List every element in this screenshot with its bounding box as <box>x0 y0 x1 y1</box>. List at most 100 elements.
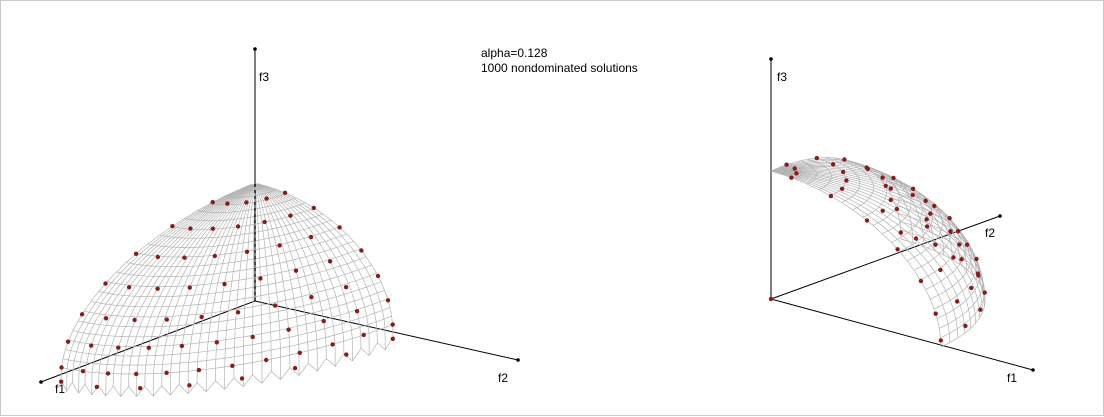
right-f1-label: f1 <box>1007 371 1017 385</box>
left-solution-point <box>235 310 241 315</box>
left-solution-point <box>155 254 161 260</box>
right-mesh-parallel <box>875 173 943 262</box>
left-solution-point <box>385 298 391 303</box>
left-solution-point <box>309 294 314 300</box>
left-solution-point <box>308 234 314 240</box>
left-mesh-meridian <box>256 183 353 362</box>
left-solution-point <box>288 213 293 218</box>
left-f1-label: f1 <box>55 382 65 396</box>
right-solution-point <box>938 338 943 343</box>
right-solution-point <box>895 247 900 252</box>
right-mesh-parallel <box>789 163 802 180</box>
right-mesh-parallel <box>900 238 986 348</box>
left-solution-point <box>196 367 202 373</box>
left-mesh-parallel <box>126 233 347 268</box>
left-solution-point <box>235 224 241 229</box>
left-mesh-parallel <box>197 197 297 213</box>
left-mesh-parallel <box>72 289 385 338</box>
left-solution-point <box>179 343 185 349</box>
right-solution-point <box>948 229 953 234</box>
right-solution-point <box>830 162 836 167</box>
left-solution-point <box>105 371 111 376</box>
right-solution-point <box>928 211 933 216</box>
right-mesh-parallel <box>807 158 832 191</box>
left-solution-point <box>210 226 215 231</box>
right-mesh-meridian <box>770 170 972 329</box>
left-mesh-parallel <box>61 324 393 375</box>
right-solution-point <box>841 169 846 175</box>
right-solution-point <box>976 273 981 278</box>
right-solution-point <box>880 208 885 213</box>
left-f3-axis-tip <box>253 47 257 51</box>
left-solution-point <box>187 285 192 290</box>
left-solution-point <box>170 224 175 229</box>
left-solution-point <box>258 276 263 281</box>
left-mesh-parallel <box>147 219 332 248</box>
left-solution-point <box>188 226 193 231</box>
left-solution-point <box>222 281 227 287</box>
right-solution-point <box>969 285 974 291</box>
right-solution-point <box>978 307 983 312</box>
left-solution-point <box>212 253 217 259</box>
right-solution-point <box>947 216 952 221</box>
left-solution-point <box>138 386 143 391</box>
left-solution-point <box>262 219 267 225</box>
left-solution-point <box>293 268 299 273</box>
left-solution-point <box>282 190 288 195</box>
left-mesh-parallel <box>78 281 381 328</box>
left-mesh-parallel <box>84 272 377 318</box>
right-f1-axis <box>770 298 1034 371</box>
left-solution-point <box>327 259 333 264</box>
left-solution-point <box>330 342 335 347</box>
right-solution-point <box>894 206 900 212</box>
right-mesh-parallel <box>824 157 861 203</box>
left-solution-point <box>264 196 269 201</box>
left-mesh-meridian <box>170 184 254 396</box>
left-solution-point <box>164 317 169 322</box>
right-solution-point <box>883 183 888 188</box>
left-solution-point <box>79 312 85 317</box>
left-solution-point <box>230 363 235 368</box>
left-solution-point <box>80 369 86 374</box>
left-mesh-meridian <box>78 184 252 394</box>
right-solution-point <box>865 166 870 172</box>
left-f2-axis-tip <box>516 358 520 362</box>
left-solution-point <box>354 309 360 314</box>
right-mesh-parallel <box>869 169 934 252</box>
left-solution-point <box>65 339 71 344</box>
right-solution-point <box>913 236 919 241</box>
left-view: f1 f2 f3 <box>39 47 520 398</box>
left-solution-points <box>59 190 395 391</box>
right-mesh-meridian <box>770 167 967 270</box>
right-f1-axis-tip <box>1031 368 1035 372</box>
left-solution-point <box>132 317 137 323</box>
left-solution-point <box>94 384 100 390</box>
left-solution-point <box>264 357 269 363</box>
left-mesh-meridian <box>98 184 253 386</box>
right-solution-point <box>933 311 938 316</box>
left-mesh-parallel <box>250 183 258 186</box>
right-solution-point <box>898 230 903 235</box>
left-mesh-parallel <box>184 202 306 222</box>
right-f2-axis <box>770 215 1001 300</box>
right-f2-label: f2 <box>985 226 995 240</box>
right-mesh-parallel <box>897 212 981 320</box>
right-solution-point <box>789 175 794 180</box>
left-solution-point <box>210 200 215 205</box>
right-solution-point <box>954 299 960 304</box>
left-solution-point <box>59 365 64 370</box>
right-mesh-parallel <box>889 190 967 290</box>
left-solution-point <box>225 201 230 206</box>
right-solution-point <box>784 162 789 167</box>
right-solution-point <box>924 217 929 222</box>
right-solution-point <box>880 175 885 180</box>
annotation-box: alpha=0.128 1000 nondominated solutions <box>481 46 638 76</box>
right-solution-point <box>959 257 964 262</box>
left-solution-point <box>277 243 282 248</box>
left-solution-point <box>297 350 302 355</box>
left-solution-point <box>375 273 381 279</box>
left-solution-point <box>292 365 298 371</box>
left-solution-point <box>133 251 139 256</box>
left-solution-point <box>182 255 187 260</box>
right-f3-label: f3 <box>777 70 787 84</box>
